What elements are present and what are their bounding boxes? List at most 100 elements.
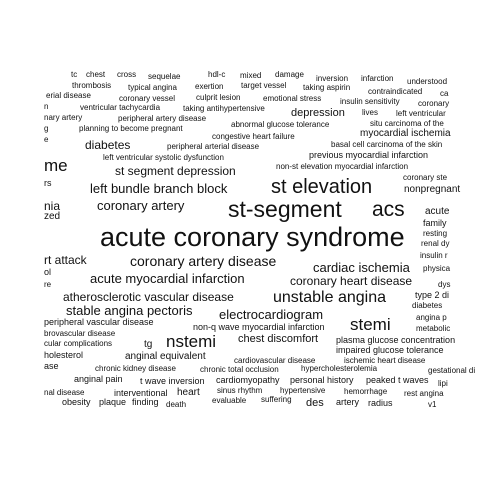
cloud-word: damage (275, 70, 304, 79)
cloud-word: exertion (195, 82, 224, 91)
cloud-word: erial disease (46, 91, 91, 100)
cloud-word: suffering (261, 395, 292, 404)
cloud-word: nal disease (44, 388, 85, 397)
cloud-word: electrocardiogram (219, 307, 324, 322)
cloud-word: chronic total occlusion (200, 365, 279, 374)
cloud-word: planning to become pregnant (79, 124, 183, 133)
cloud-word: coronary heart disease (290, 274, 413, 288)
cloud-word: insulin sensitivity (340, 97, 400, 106)
cloud-word: atherosclerotic vascular disease (63, 290, 234, 304)
cloud-word: contraindicated (368, 87, 423, 96)
cloud-word: v1 (428, 400, 437, 409)
cloud-word: interventional (114, 388, 168, 398)
cloud-word: cross (117, 70, 137, 79)
cloud-word: chest (86, 70, 106, 79)
cloud-word: hdl-c (208, 70, 226, 79)
cloud-word: cardiomyopathy (216, 375, 280, 385)
cloud-word: mixed (240, 71, 262, 80)
cloud-word: diabetes (412, 301, 443, 310)
cloud-word: coronary ste (403, 173, 448, 182)
cloud-word: artery (336, 397, 360, 407)
cloud-word: nonpregnant (404, 184, 461, 195)
cloud-word: hypertensive (280, 386, 326, 395)
cloud-word: emotional stress (263, 94, 322, 103)
cloud-word: peripheral artery disease (118, 114, 207, 123)
cloud-word: lives (362, 108, 379, 117)
cloud-word: sequelae (148, 72, 181, 81)
cloud-word: gestational di (428, 366, 476, 375)
cloud-word: rs (44, 178, 52, 188)
cloud-word: personal history (290, 375, 354, 385)
cloud-word: nstemi (166, 332, 217, 351)
cloud-word: ol (44, 267, 52, 277)
cloud-word: obesity (62, 397, 91, 407)
cloud-word: dys (438, 280, 451, 289)
cloud-word: angina p (416, 313, 447, 322)
cloud-word: depression (291, 107, 345, 119)
cloud-word: renal dy (421, 239, 450, 248)
cloud-word: ischemic heart disease (344, 356, 426, 365)
cloud-word: ventricular tachycardia (80, 103, 161, 112)
cloud-word: unstable angina (273, 289, 386, 306)
cloud-word: type 2 di (415, 290, 450, 300)
cloud-word: cardiac ischemia (313, 260, 410, 275)
cloud-word: impaired glucose tolerance (336, 345, 444, 355)
cloud-word: brovascular disease (44, 329, 116, 338)
cloud-word: re (44, 280, 52, 289)
cloud-word: coronary (418, 99, 450, 108)
cloud-word: thrombosis (72, 81, 112, 90)
cloud-word: des (306, 397, 324, 409)
cloud-word: radius (368, 398, 393, 408)
cloud-word: peripheral arterial disease (167, 142, 260, 151)
cloud-word: diabetes (85, 138, 131, 152)
cloud-word: evaluable (212, 396, 247, 405)
cloud-word: rest angina (404, 389, 444, 398)
cloud-word: t wave inversion (140, 376, 205, 386)
cloud-word: peripheral vascular disease (44, 317, 154, 327)
cloud-word: coronary vessel (119, 94, 176, 103)
cloud-word: g (44, 124, 49, 133)
cloud-word: st segment depression (115, 164, 236, 178)
cloud-word: inversion (316, 74, 349, 83)
cloud-word: basal cell carcinoma of the skin (331, 140, 443, 149)
cloud-word: e (44, 135, 49, 144)
cloud-word: non-st elevation myocardial infarction (276, 162, 409, 171)
cloud-word: acs (372, 198, 405, 221)
cloud-word: plasma glucose concentration (336, 335, 456, 345)
cloud-word: family (423, 218, 447, 228)
cloud-word: acute (425, 206, 450, 217)
cloud-word: acute coronary syndrome (100, 222, 405, 252)
cloud-word: situ carcinoma of the (370, 119, 444, 128)
cloud-word: chest discomfort (238, 333, 319, 345)
cloud-word: nia (44, 199, 61, 213)
cloud-word: st elevation (271, 176, 373, 198)
cloud-word: resting (423, 229, 448, 238)
cloud-word: zed (44, 211, 61, 222)
cloud-word: stemi (350, 315, 391, 334)
cloud-word: chronic kidney disease (95, 364, 176, 373)
cloud-word: coronary artery (97, 198, 185, 213)
cloud-word: cardiovascular disease (234, 356, 316, 365)
cloud-word: finding (132, 397, 159, 407)
cloud-word: ca (440, 89, 449, 98)
cloud-word: understood (407, 77, 448, 86)
cloud-word: infarction (361, 74, 394, 83)
cloud-word: culprit lesion (196, 93, 241, 102)
cloud-word: anginal pain (74, 374, 123, 384)
cloud-word: sinus rhythm (217, 386, 263, 395)
cloud-word: previous myocardial infarction (309, 150, 429, 160)
cloud-word: acute myocardial infarction (90, 271, 245, 286)
cloud-word: hemorrhage (344, 387, 388, 396)
cloud-word: congestive heart failure (212, 132, 295, 141)
cloud-word: n (44, 102, 49, 111)
cloud-word: myocardial ischemia (360, 128, 451, 139)
cloud-word: nary artery (44, 113, 83, 122)
cloud-word: tg (144, 339, 153, 350)
cloud-word: typical angina (128, 83, 177, 92)
cloud-word: left ventricular systolic dysfunction (103, 153, 224, 162)
cloud-word: coronary artery disease (130, 253, 277, 269)
cloud-word: hypercholesterolemia (301, 364, 378, 373)
cloud-word: plaque (99, 397, 127, 407)
cloud-word: metabolic (416, 324, 451, 333)
